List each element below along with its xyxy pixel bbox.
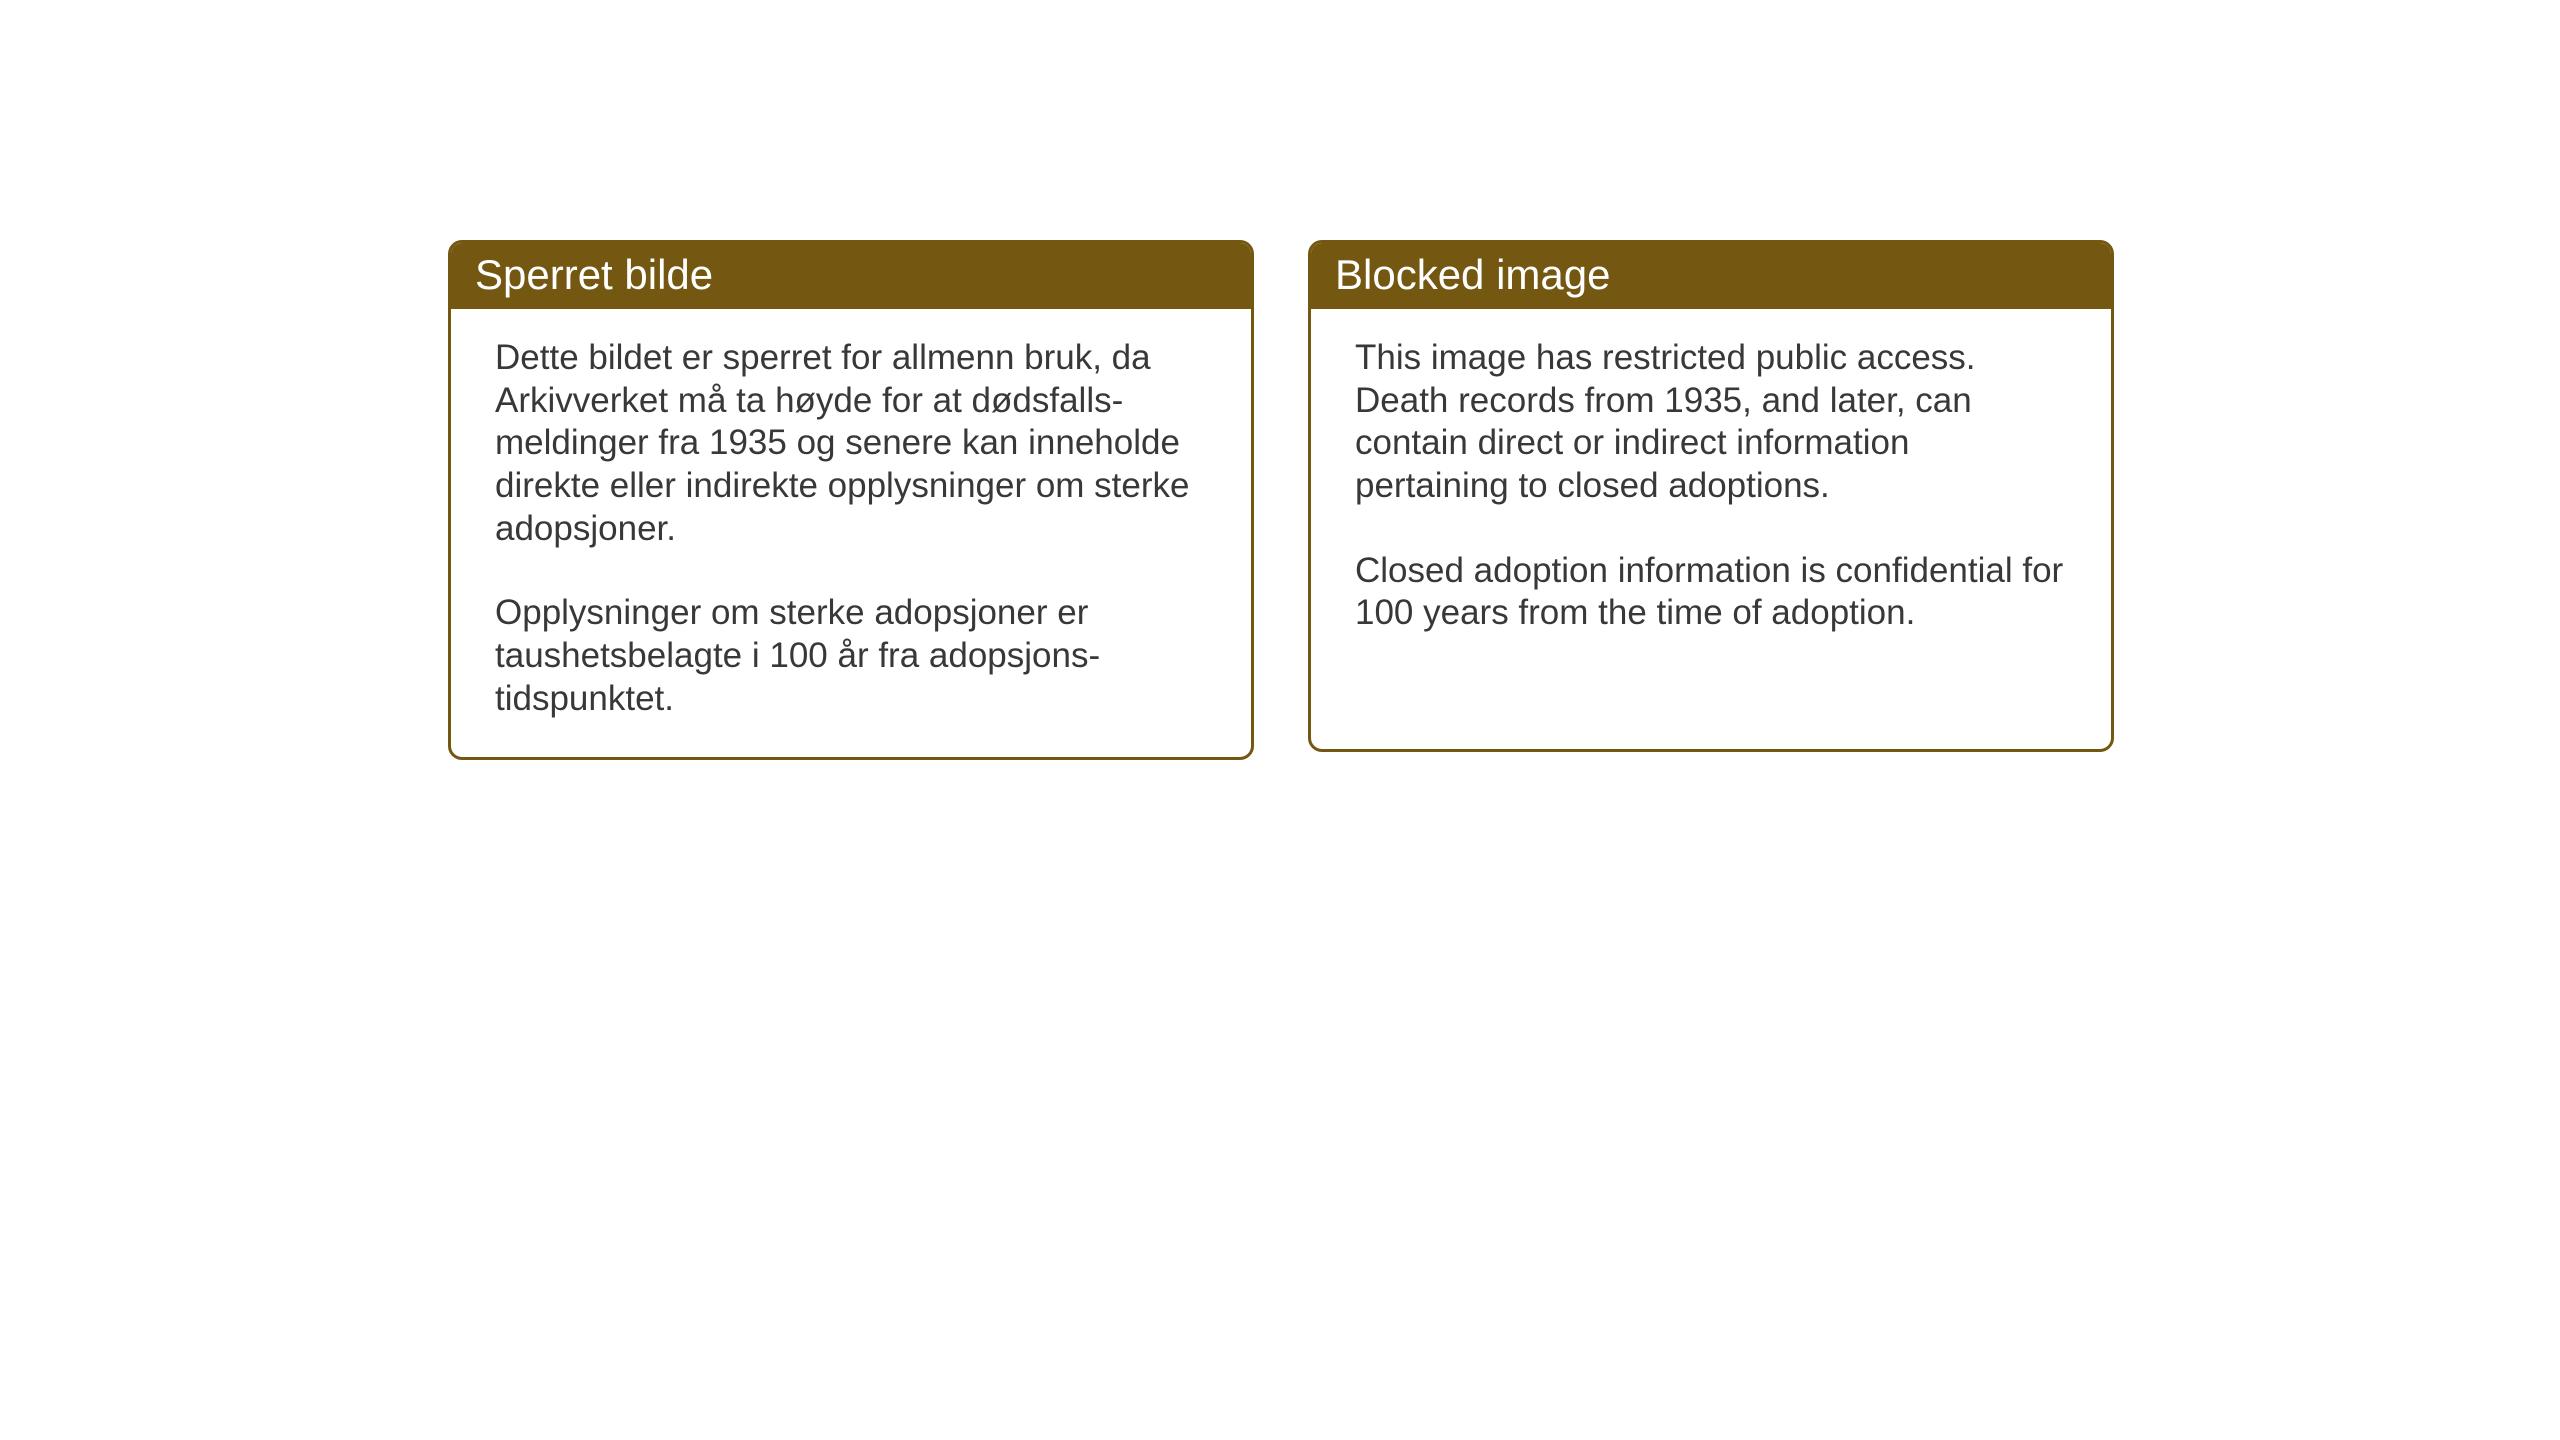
- card-paragraph: Closed adoption information is confident…: [1355, 550, 2071, 635]
- card-header-norwegian: Sperret bilde: [451, 243, 1251, 309]
- card-paragraph: Opplysninger om sterke adopsjoner er tau…: [495, 592, 1211, 720]
- card-english: Blocked image This image has restricted …: [1308, 240, 2114, 752]
- card-header-english: Blocked image: [1311, 243, 2111, 309]
- card-paragraph: Dette bildet er sperret for allmenn bruk…: [495, 337, 1211, 550]
- cards-container: Sperret bilde Dette bildet er sperret fo…: [448, 240, 2114, 760]
- card-paragraph: This image has restricted public access.…: [1355, 337, 2071, 508]
- card-norwegian: Sperret bilde Dette bildet er sperret fo…: [448, 240, 1254, 760]
- card-body-english: This image has restricted public access.…: [1311, 309, 2111, 671]
- card-body-norwegian: Dette bildet er sperret for allmenn bruk…: [451, 309, 1251, 757]
